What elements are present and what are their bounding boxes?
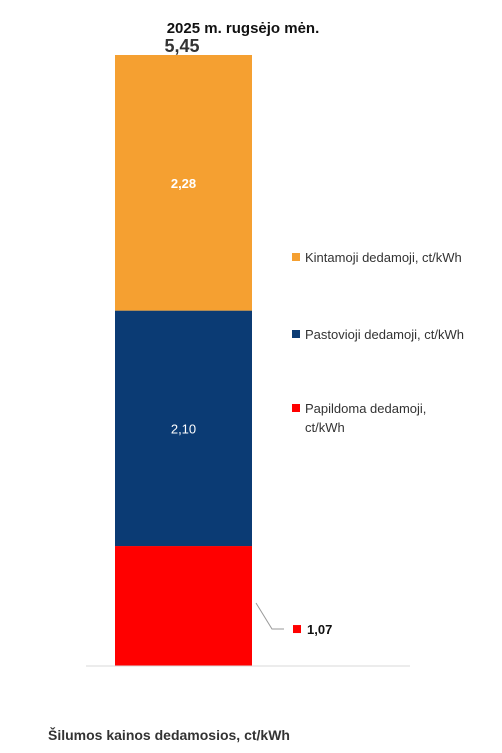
legend-label-0-line-0: Papildoma dedamoji, [305,401,426,416]
segment-value-label-1: 2,10 [171,421,196,436]
legend-label-0-line-1: ct/kWh [305,420,345,435]
legend-swatch-0 [292,404,300,412]
legend-label-2: Kintamoji dedamoji, ct/kWh [305,250,462,265]
segment-value-label-2: 2,28 [171,176,196,191]
bar-segment-2 [115,55,252,311]
bar-segment-1 [115,310,252,547]
bar-segments [115,55,252,666]
legend-label-1: Pastovioji dedamoji, ct/kWh [305,327,464,342]
x-axis-label: Šilumos kainos dedamosios, ct/kWh [48,726,290,743]
legend-swatch-1 [292,330,300,338]
total-value-label: 5,45 [164,36,199,56]
segment-value-labels: 2,10 2,28 [171,176,196,437]
callout-leader-line [255,602,284,630]
legend: Kintamoji dedamoji, ct/kWh Pastovioji ded… [292,250,464,435]
callout-value-label: 1,07 [307,622,332,637]
callout-swatch [293,625,301,634]
bar-segment-0 [115,546,252,666]
callout: 1,07 [255,602,332,637]
chart-title: 2025 m. rugsėjo mėn. [167,20,320,37]
legend-swatch-2 [292,253,300,261]
